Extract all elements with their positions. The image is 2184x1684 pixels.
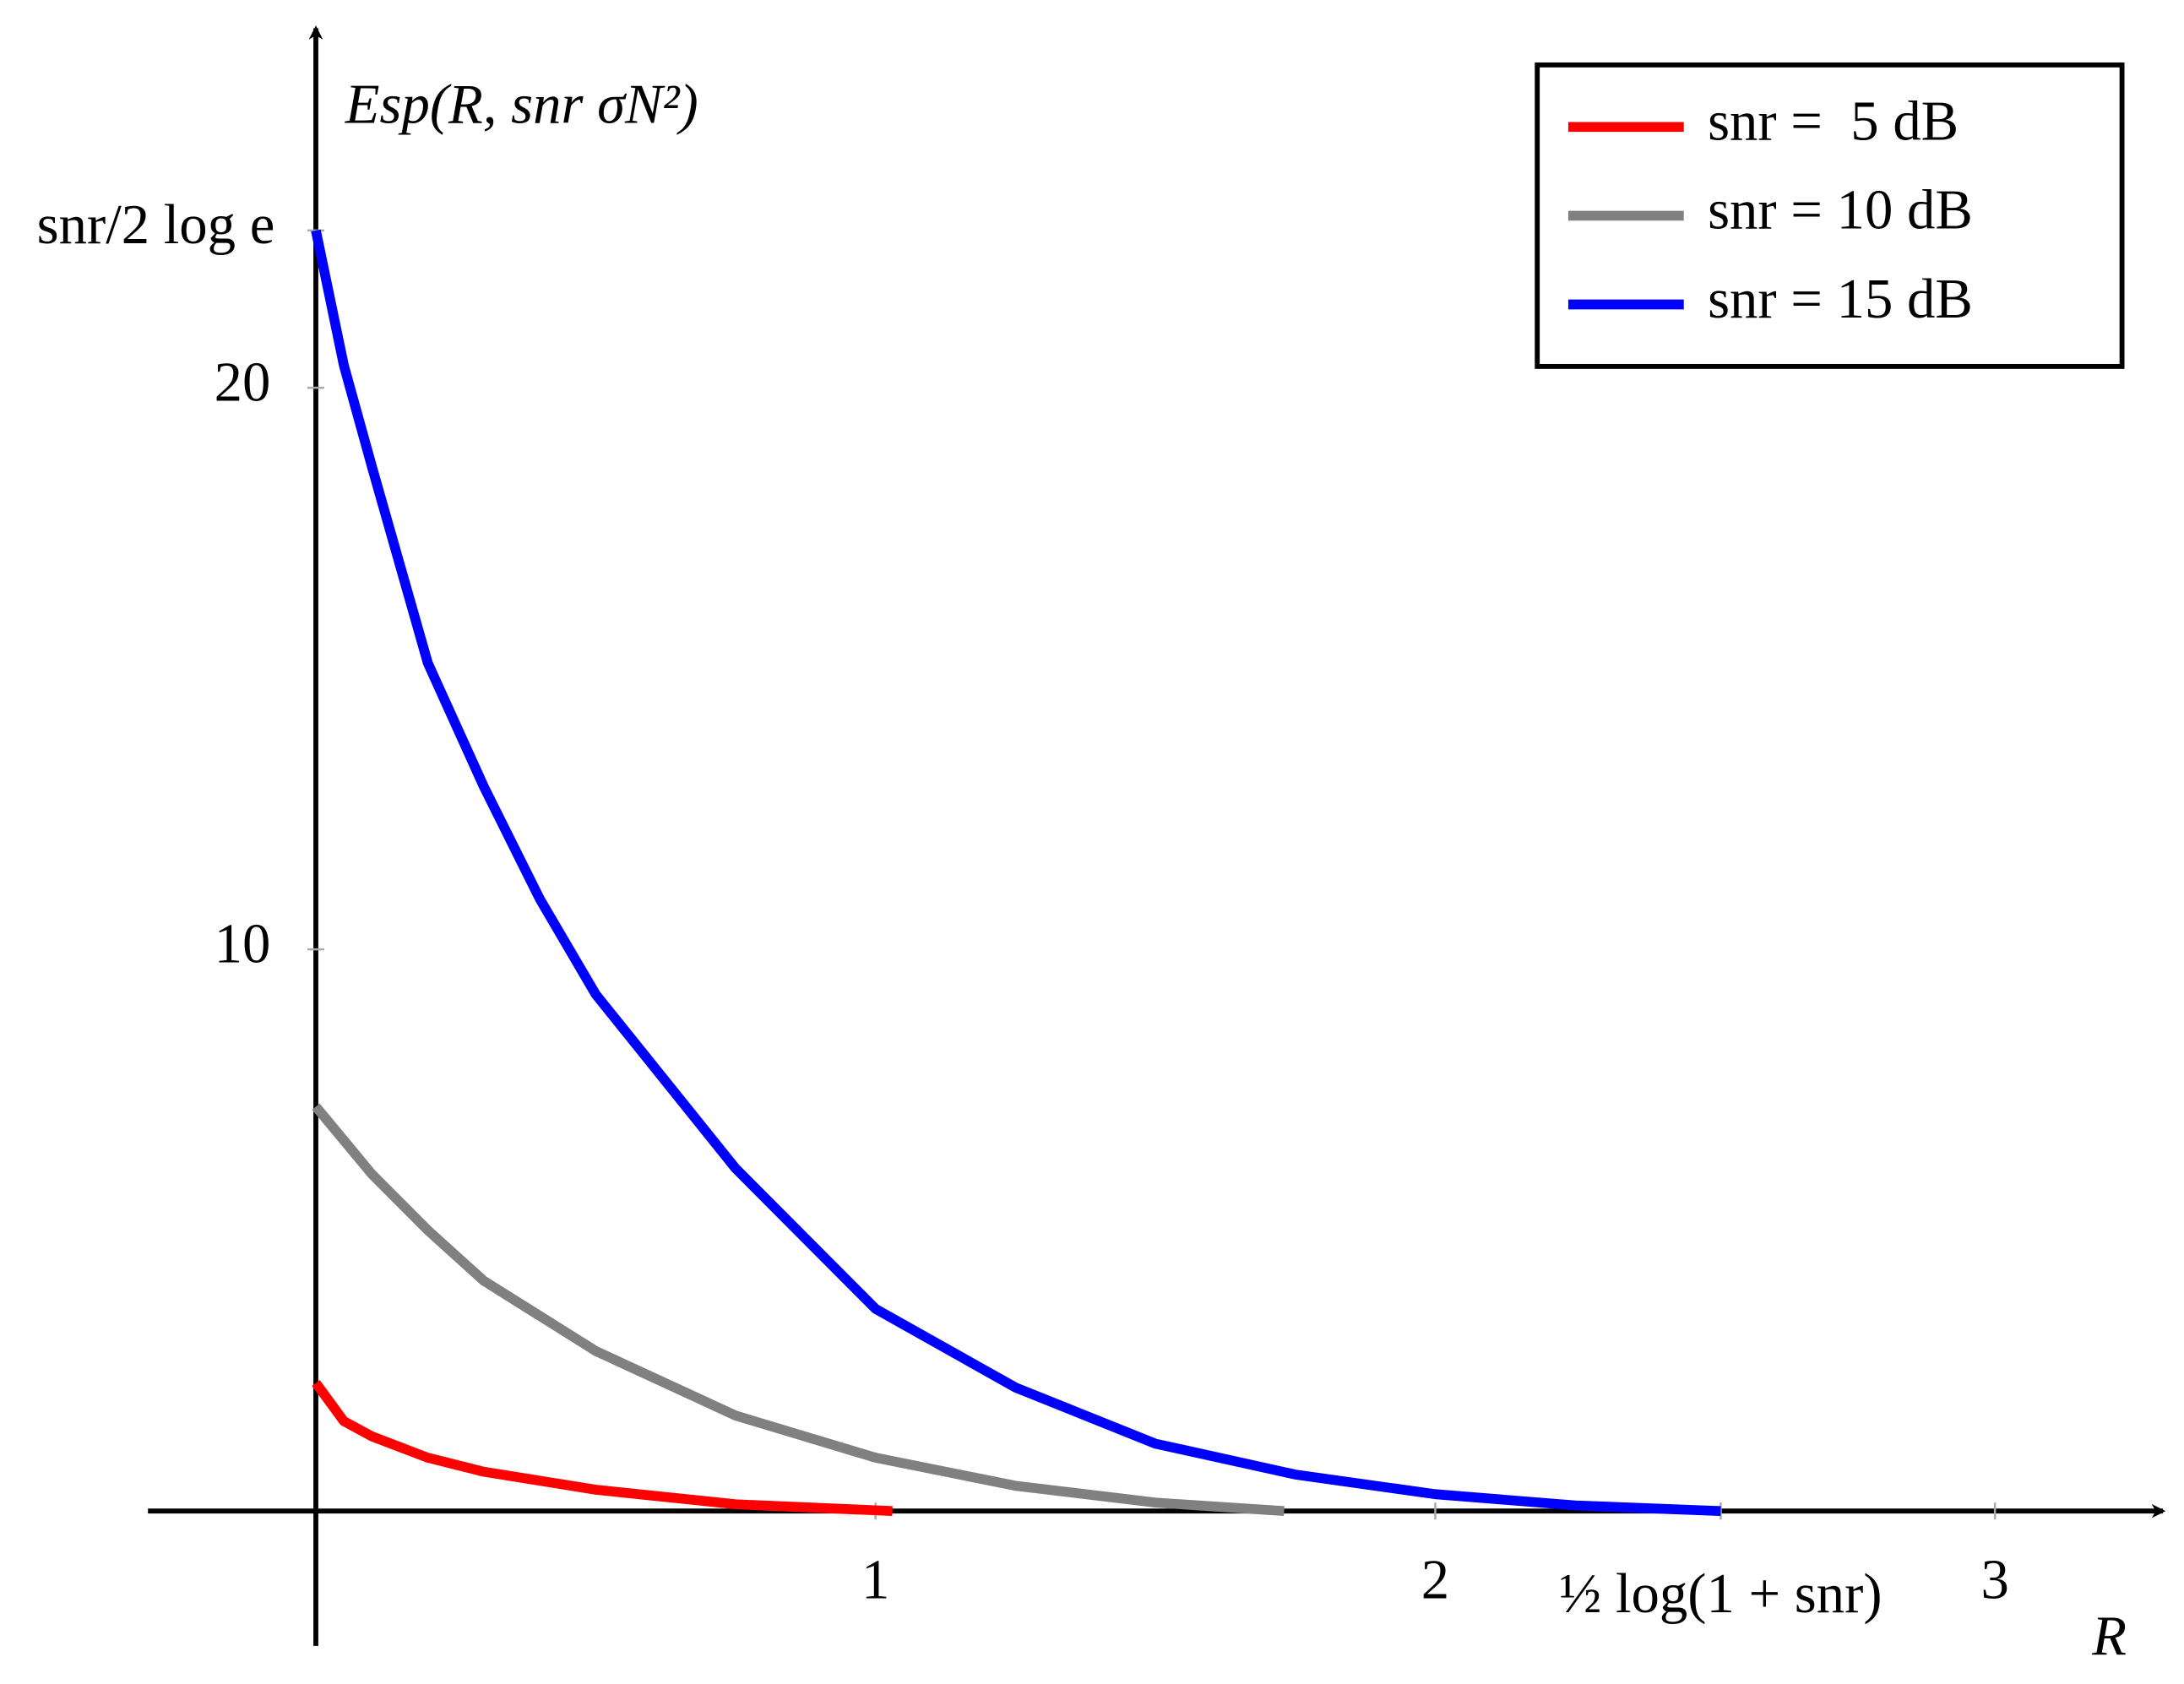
legend-label: snr = 15 dB: [1708, 269, 1973, 330]
line-series: [312, 1103, 1285, 1517]
y-axis-label: Esp(R, snr σN²): [345, 74, 698, 136]
x-tick-label: 3: [1980, 1549, 2008, 1611]
y-tick-label: snr/2 log e: [37, 194, 275, 256]
legend-label: snr = 10 dB: [1708, 180, 1973, 242]
legend-label: snr = 5 dB: [1708, 91, 1959, 153]
x-tick-label: 2: [1421, 1549, 1449, 1611]
y-tick-label: 20: [215, 351, 271, 413]
x-tick-label: ½ log(1 + snr): [1559, 1563, 1882, 1625]
x-tick-label: 1: [861, 1549, 889, 1611]
y-tick-label: 10: [215, 913, 271, 975]
line-series: [312, 1380, 893, 1517]
line-series: [311, 229, 1721, 1517]
x-axis-label: R: [2091, 1605, 2127, 1667]
